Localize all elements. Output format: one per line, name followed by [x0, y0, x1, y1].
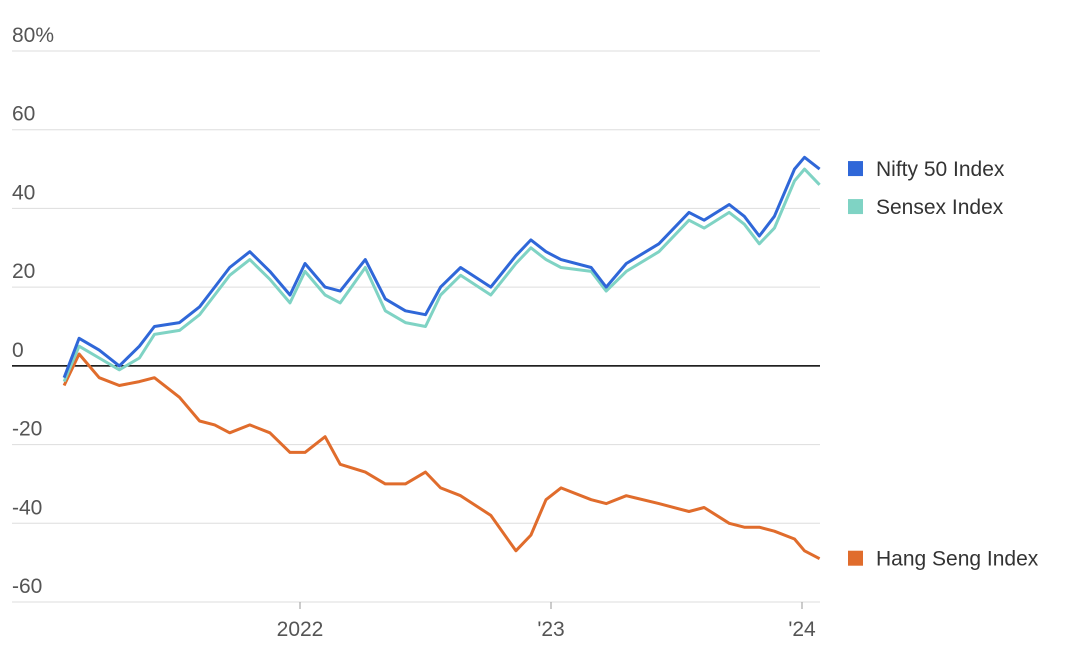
legend-swatch: [848, 199, 863, 215]
y-tick-label: 40: [12, 181, 35, 204]
line-series: [62, 167, 821, 383]
y-tick-label: -60: [12, 575, 42, 598]
x-tick-label: '24: [788, 618, 816, 641]
line-series: [62, 352, 821, 561]
x-tick-label: 2022: [277, 618, 324, 641]
y-tick-label: -20: [12, 418, 42, 441]
x-tick-label: '23: [537, 618, 564, 641]
y-tick-label: 0: [12, 339, 24, 362]
y-tick-label: 20: [12, 260, 35, 283]
legend-swatch: [848, 550, 863, 566]
legend-swatch: [848, 161, 863, 177]
legend-label: Hang Seng Index: [876, 548, 1039, 571]
y-tick-label: 80%: [12, 24, 54, 47]
legend-label: Sensex Index: [876, 196, 1004, 219]
legend-label: Nifty 50 Index: [876, 158, 1005, 181]
y-tick-label: 60: [12, 103, 35, 126]
line-series: [62, 155, 821, 379]
y-tick-label: -40: [12, 496, 42, 519]
